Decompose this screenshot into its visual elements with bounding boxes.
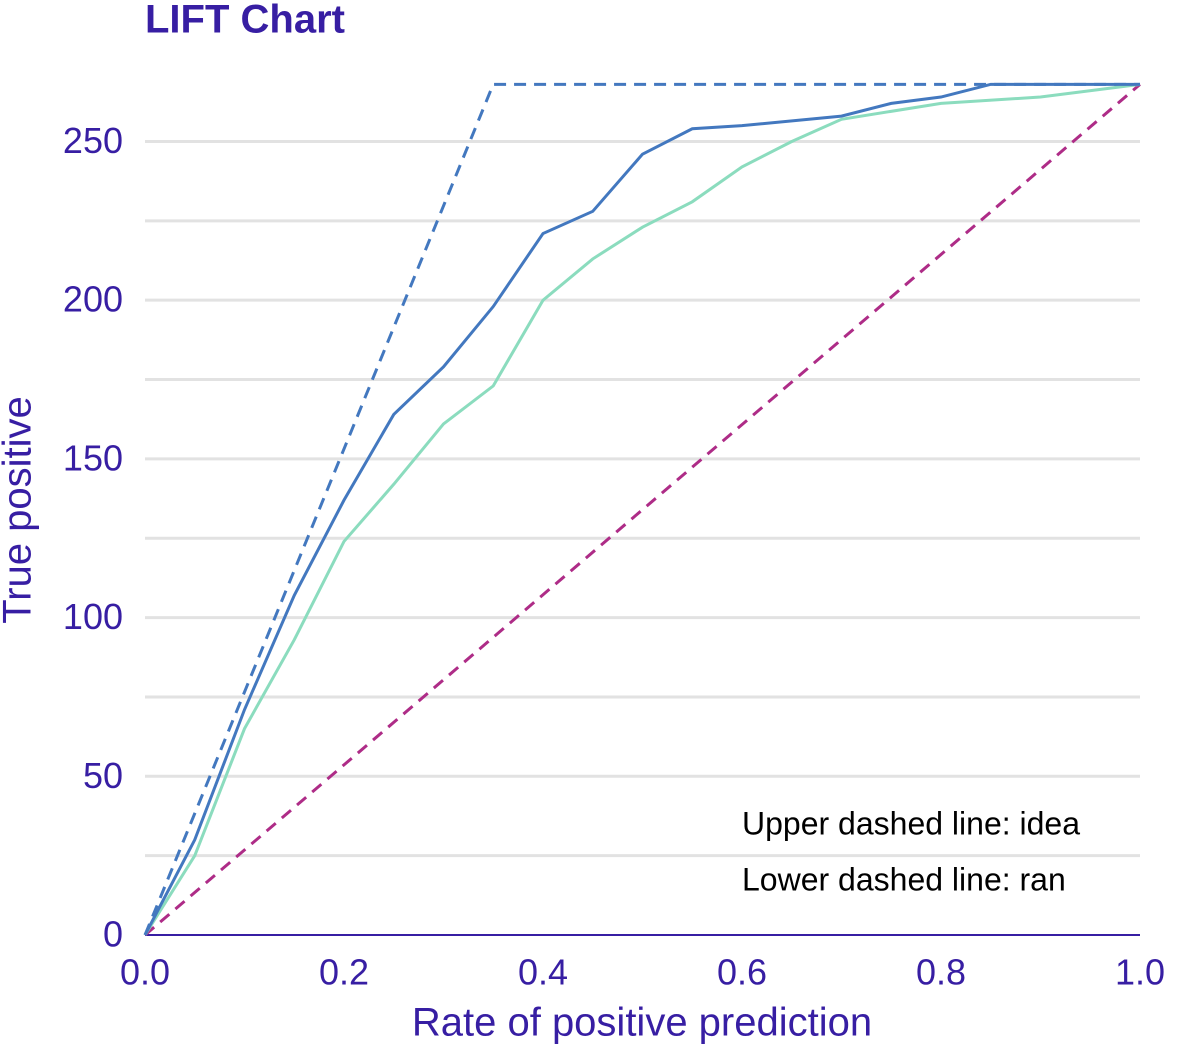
y-axis-title: True positive bbox=[0, 396, 40, 624]
y-tick-label: 200 bbox=[63, 279, 123, 320]
x-tick-label: 0.6 bbox=[717, 952, 767, 993]
y-tick-label: 100 bbox=[63, 596, 123, 637]
y-tick-label: 250 bbox=[63, 120, 123, 161]
chart-title: LIFT Chart bbox=[145, 0, 345, 42]
lift-line bbox=[143, 82, 1140, 936]
x-axis-title: Rate of positive prediction bbox=[412, 1001, 872, 1045]
x-tick-label: 0.2 bbox=[319, 952, 369, 993]
annotation: Upper dashed line: idea bbox=[742, 805, 1080, 841]
reference-line bbox=[144, 83, 1141, 937]
x-tick-label: 1.0 bbox=[1115, 952, 1165, 993]
y-tick-label: 150 bbox=[63, 437, 123, 478]
reference-line bbox=[143, 82, 1140, 936]
x-tick-label: 0.0 bbox=[120, 952, 170, 993]
annotation: Lower dashed line: ran bbox=[742, 861, 1066, 897]
y-tick-label: 50 bbox=[83, 755, 123, 796]
y-tick-label: 0 bbox=[103, 914, 123, 955]
x-tick-label: 0.4 bbox=[518, 952, 568, 993]
lift-line bbox=[143, 82, 1141, 936]
x-tick-label: 0.8 bbox=[916, 952, 966, 993]
